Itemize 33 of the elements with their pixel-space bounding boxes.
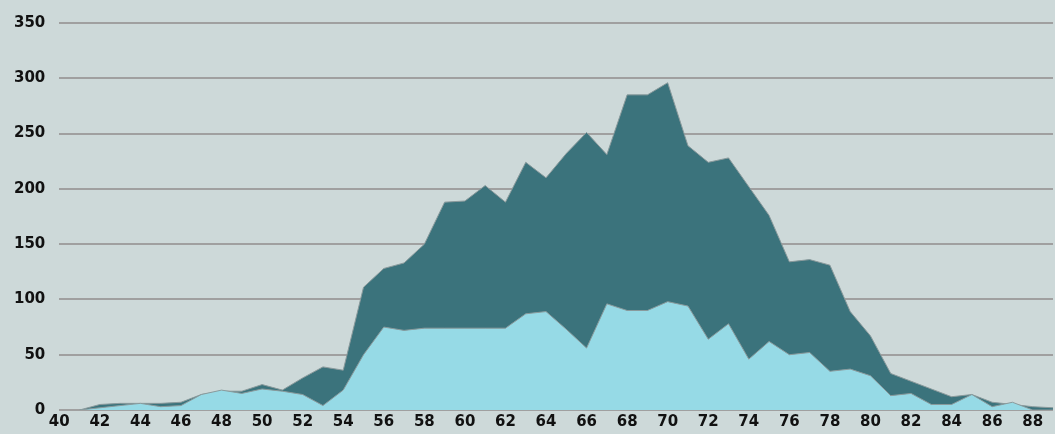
y-tick-label: 200 — [14, 178, 46, 197]
x-tick-label: 80 — [860, 411, 881, 430]
x-tick-label: 48 — [211, 411, 232, 430]
y-tick-label: 50 — [24, 344, 46, 363]
x-tick-label: 60 — [454, 411, 476, 430]
x-tick-label: 44 — [129, 411, 151, 430]
x-tick-label: 72 — [697, 411, 719, 430]
y-tick-label: 150 — [14, 234, 46, 253]
x-tick-label: 56 — [373, 411, 395, 430]
y-tick-label: 300 — [14, 68, 46, 87]
x-tick-label: 66 — [576, 411, 598, 430]
x-tick-label: 76 — [778, 411, 800, 430]
y-tick-label: 250 — [14, 123, 46, 142]
x-tick-label: 70 — [657, 411, 679, 430]
x-tick-label: 74 — [738, 411, 760, 430]
x-tick-label: 84 — [941, 411, 963, 430]
x-tick-label: 40 — [48, 411, 70, 430]
x-tick-label: 58 — [413, 411, 435, 430]
y-tick-label: 100 — [14, 289, 46, 308]
x-tick-label: 42 — [89, 411, 111, 430]
x-tick-label: 54 — [332, 411, 354, 430]
x-tick-label: 46 — [170, 411, 192, 430]
x-tick-label: 86 — [981, 411, 1003, 430]
x-tick-label: 78 — [819, 411, 841, 430]
x-tick-label: 82 — [900, 411, 922, 430]
x-tick-label: 68 — [616, 411, 638, 430]
x-tick-label: 52 — [292, 411, 314, 430]
x-tick-label: 62 — [495, 411, 516, 430]
x-tick-label: 50 — [251, 411, 273, 430]
y-tick-label: 350 — [14, 12, 46, 31]
y-tick-label: 0 — [34, 399, 46, 418]
x-tick-label: 64 — [535, 411, 557, 430]
x-tick-label: 88 — [1022, 411, 1044, 430]
